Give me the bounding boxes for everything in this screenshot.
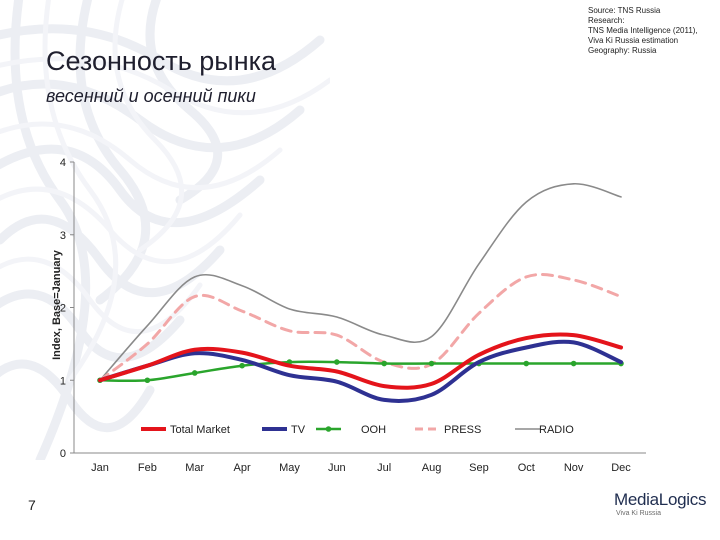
legend-label: OOH [361,424,386,436]
series-radio [99,182,622,382]
series-line-radio [99,182,622,382]
data-point-ooh [144,377,151,384]
series-line-press [98,273,623,382]
x-tick-label: Apr [234,462,251,474]
legend-item-press: PRESS [415,424,481,436]
x-tick-label: Feb [138,462,157,474]
legend-marker [325,426,332,432]
x-tick-label: Jan [91,462,109,474]
y-tick-label: 0 [60,448,66,460]
data-point-ooh [239,362,245,369]
source-line: Geography: Russia [588,46,657,55]
data-point-ooh [334,359,340,365]
y-tick-label: 3 [60,230,66,242]
x-tick-label: Aug [422,462,442,474]
y-axis-label: Index, Base=January [51,250,63,360]
legend-label: PRESS [444,424,481,436]
legend-item-tv: TV [262,424,306,436]
legend-item-total-market: Total Market [141,424,230,436]
series-line-ooh [98,360,623,383]
y-tick-label: 4 [60,157,66,169]
data-point-ooh [428,360,435,367]
slide-subtitle: весенний и осенний пики [46,86,256,106]
legend-item-radio: RADIO [515,424,574,436]
x-tick-label: Jun [328,462,346,474]
source-line: Source: TNS Russia [588,6,661,15]
x-tick-label: Sep [469,462,489,474]
source-line: TNS Media Intelligence (2011), [588,26,698,35]
data-point-ooh [523,360,530,367]
source-note: Source: TNS Russia Research: TNS Media I… [588,6,698,56]
data-point-ooh [381,360,387,367]
legend-item-ooh: OOH [316,424,386,436]
series-press [98,273,623,382]
company-logo: MediaLogics Viva Ki Russia [614,490,706,517]
data-point-ooh [191,370,198,376]
x-tick-label: Oct [518,462,535,474]
x-tick-label: Dec [611,462,631,474]
source-line: Viva Ki Russia estimation [588,36,679,45]
series-tv [98,339,623,403]
data-point-ooh [570,360,577,367]
series-total-market [98,332,623,390]
series-line-total-market [98,332,623,390]
legend-label: TV [291,424,306,436]
legend-label: RADIO [539,424,574,436]
logo-wordmark: MediaLogics [614,490,707,509]
y-tick-label: 2 [60,303,66,315]
page-number: 7 [28,497,36,513]
decorative-swirl-background [0,0,330,460]
slide-title: Сезонность рынка [46,46,277,76]
x-tick-label: Nov [564,462,584,474]
logo-subtext: Viva Ki Russia [616,510,662,517]
y-tick-label: 1 [60,375,66,387]
series-line-tv [98,339,623,403]
x-tick-label: Jul [377,462,391,474]
x-tick-label: May [279,462,300,474]
legend-label: Total Market [170,424,230,436]
x-tick-label: Mar [185,462,204,474]
source-line: Research: [588,16,625,25]
